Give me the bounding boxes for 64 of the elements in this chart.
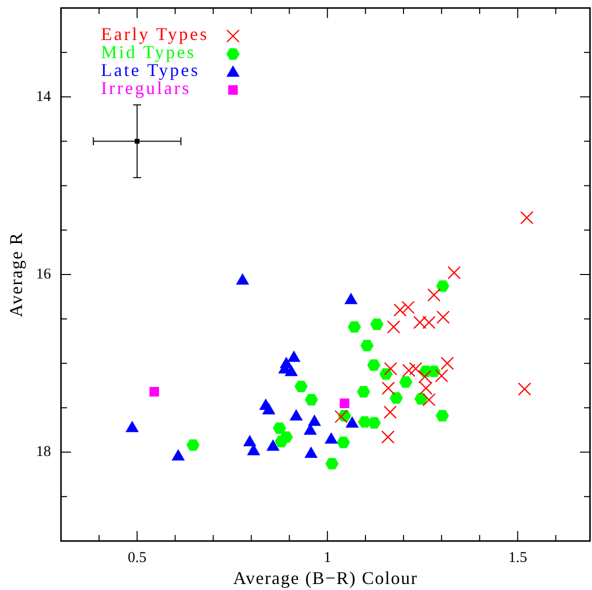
point xyxy=(304,446,318,458)
point xyxy=(418,370,432,384)
point xyxy=(360,340,374,352)
point xyxy=(287,350,301,362)
x-tick-label: 1.5 xyxy=(508,550,528,566)
point xyxy=(434,369,448,382)
point xyxy=(243,434,256,446)
point xyxy=(290,409,303,421)
point xyxy=(436,280,450,292)
y-tick-label: 16 xyxy=(36,266,52,282)
point xyxy=(262,402,276,414)
point xyxy=(402,364,416,378)
point xyxy=(384,362,398,376)
x-tick-label: 1 xyxy=(324,550,332,566)
point xyxy=(436,410,449,422)
point xyxy=(356,386,370,398)
y-tick-label: 18 xyxy=(36,444,51,460)
x-axis-title: Average (B−R) Colour xyxy=(233,568,418,588)
point xyxy=(368,417,381,429)
y-tick-label: 14 xyxy=(36,88,52,105)
point xyxy=(367,359,380,371)
point xyxy=(325,458,339,470)
point xyxy=(399,376,412,388)
point xyxy=(346,416,359,428)
legend-label: Early Types xyxy=(101,24,209,44)
point xyxy=(308,414,322,426)
point xyxy=(186,439,200,451)
point xyxy=(126,420,139,432)
point xyxy=(387,320,400,334)
point xyxy=(324,432,338,444)
point xyxy=(381,430,395,444)
point xyxy=(272,422,286,434)
point xyxy=(294,380,308,392)
point xyxy=(266,439,280,451)
point xyxy=(448,266,461,280)
y-axis-title: Average R xyxy=(6,232,26,318)
point xyxy=(419,382,433,395)
point xyxy=(436,310,450,324)
x-tick-label: 0.5 xyxy=(128,550,146,566)
point xyxy=(334,410,348,424)
point xyxy=(304,394,318,406)
point xyxy=(340,398,350,408)
point xyxy=(336,436,350,448)
point xyxy=(284,364,298,376)
point xyxy=(344,292,358,304)
point xyxy=(409,362,422,376)
point xyxy=(520,211,534,224)
point xyxy=(414,393,428,405)
point xyxy=(172,449,185,461)
point xyxy=(382,382,395,395)
point xyxy=(370,318,384,330)
point xyxy=(348,321,362,333)
point xyxy=(393,303,407,317)
point xyxy=(390,392,403,404)
point xyxy=(236,273,250,285)
point xyxy=(422,393,436,406)
point xyxy=(427,288,441,302)
point xyxy=(384,406,397,419)
point xyxy=(274,436,288,448)
point xyxy=(518,382,532,396)
point xyxy=(440,356,454,370)
point xyxy=(149,386,160,397)
point xyxy=(401,300,415,314)
point xyxy=(134,138,140,144)
